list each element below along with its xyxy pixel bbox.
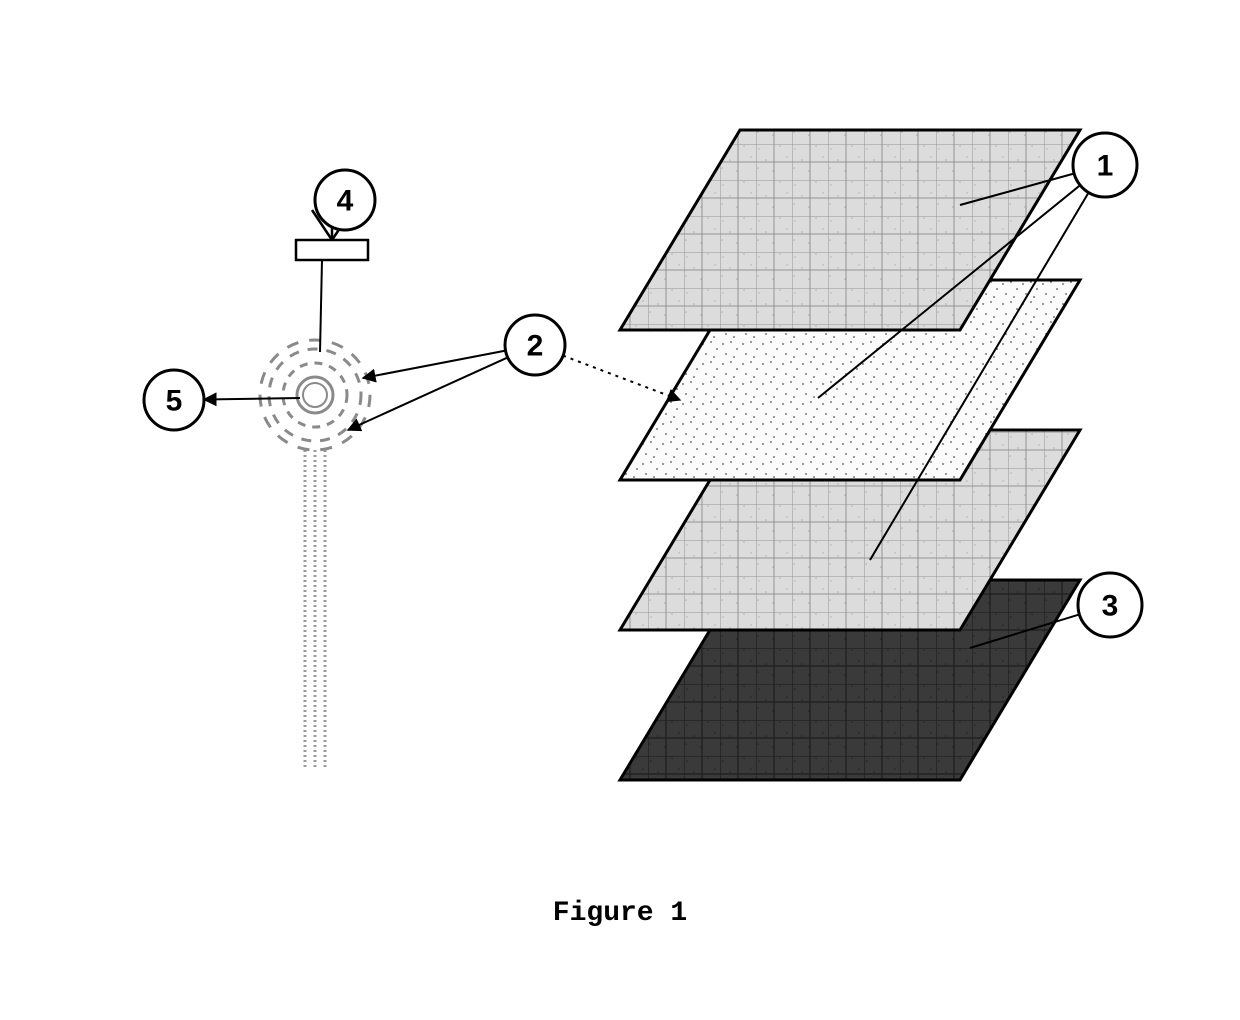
leader-line <box>320 260 322 352</box>
callout-label-1: 1 <box>1097 150 1114 183</box>
callout-label-4: 4 <box>337 185 354 218</box>
leader-2 <box>363 351 506 378</box>
callout-label-5: 5 <box>166 385 183 418</box>
leader-2 <box>348 357 508 430</box>
figure-caption: Figure 1 <box>553 898 687 929</box>
leader-5 <box>204 398 300 400</box>
leader-2 <box>563 356 680 400</box>
turbine-tower <box>305 450 325 770</box>
callout-label-3: 3 <box>1102 590 1119 623</box>
callout-label-2: 2 <box>527 330 544 363</box>
turbine-hub <box>260 340 370 450</box>
